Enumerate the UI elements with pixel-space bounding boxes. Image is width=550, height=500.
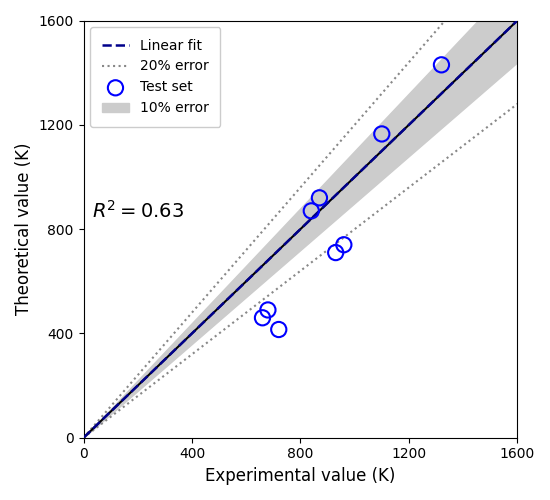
20% error [289,194,295,200]
Line: 20% error: 20% error [84,0,518,438]
Linear fit [504,28,510,34]
20% error [287,197,293,203]
Test set [258,314,267,322]
Legend: Linear fit, 20% error, Test set, 10% error: Linear fit, 20% error, Test set, 10% err… [90,28,221,126]
Linear fit [338,186,345,192]
Test set [263,306,272,314]
Test set [274,326,283,334]
Test set [437,61,446,69]
20% error [80,434,87,440]
Test set [377,130,386,138]
20% error [338,136,345,142]
Y-axis label: Theoretical value (K): Theoretical value (K) [15,143,33,316]
Line: Linear fit: Linear fit [84,20,518,438]
X-axis label: Experimental value (K): Experimental value (K) [205,467,395,485]
20% error [315,164,322,170]
20% error [436,24,442,30]
Linear fit [514,18,521,24]
Text: $R^2 = 0.63$: $R^2 = 0.63$ [92,200,184,222]
Test set [315,194,324,202]
Linear fit [436,93,442,99]
Test set [339,241,348,249]
Linear fit [287,236,293,242]
Linear fit [80,434,87,440]
Test set [307,207,316,215]
Linear fit [315,209,322,215]
Test set [331,248,340,256]
Linear fit [289,234,295,240]
